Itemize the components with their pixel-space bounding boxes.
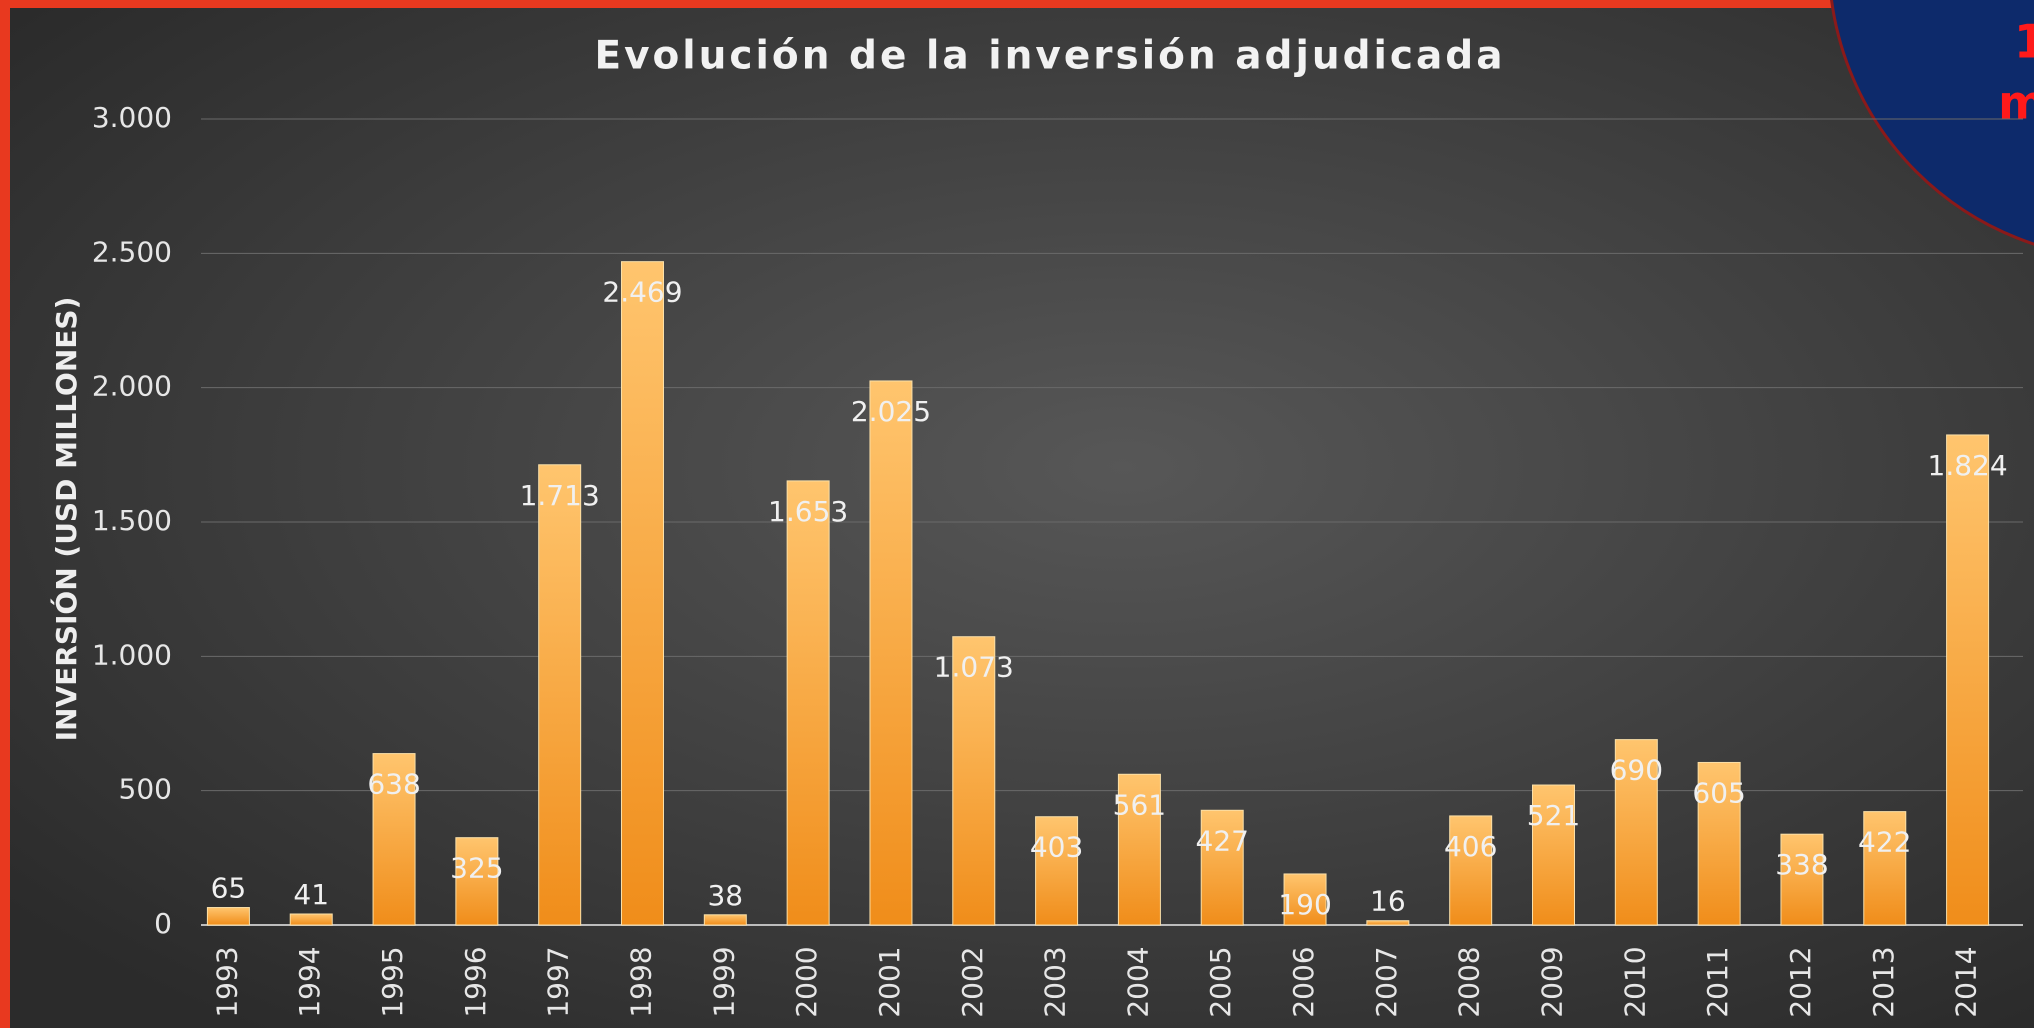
bar — [869, 380, 913, 926]
data-label: 605 — [1692, 776, 1745, 809]
bar — [206, 907, 250, 926]
badge-text: mi — [1998, 76, 2034, 130]
data-label: 338 — [1775, 848, 1828, 881]
data-label: 1.824 — [1928, 449, 2008, 482]
data-label: 38 — [707, 879, 743, 912]
badge-text: 1 — [2014, 15, 2034, 69]
data-label: 16 — [1370, 885, 1406, 918]
data-label: 521 — [1527, 799, 1580, 832]
bar — [786, 480, 830, 926]
x-tick-label: 1996 — [459, 946, 492, 1017]
data-label: 422 — [1858, 826, 1911, 859]
y-tick-label: 1.500 — [92, 504, 172, 537]
x-tick-label: 2006 — [1287, 946, 1320, 1017]
data-label: 638 — [367, 768, 420, 801]
y-tick-label: 2.000 — [92, 370, 172, 403]
x-tick-label: 1998 — [625, 946, 658, 1017]
x-tick-label: 1999 — [707, 946, 740, 1017]
bar — [372, 753, 416, 926]
bar — [1780, 833, 1824, 926]
bar — [1283, 873, 1327, 926]
background — [10, 8, 2034, 1028]
x-tick-label: 2009 — [1536, 946, 1569, 1017]
data-label: 2.025 — [851, 395, 931, 428]
data-label: 690 — [1610, 754, 1663, 787]
x-tick-label: 2010 — [1618, 946, 1651, 1017]
bar — [1863, 811, 1907, 926]
y-tick-label: 2.500 — [92, 235, 172, 268]
data-label: 325 — [450, 852, 503, 885]
bar — [1946, 434, 1990, 926]
data-label: 2.469 — [602, 276, 682, 309]
bar — [1035, 816, 1079, 926]
x-tick-label: 2002 — [956, 946, 989, 1017]
bar — [1200, 809, 1244, 926]
bar — [1449, 815, 1493, 926]
y-axis-title: INVERSIÓN (USD MILLONES) — [49, 297, 83, 742]
data-label: 403 — [1030, 831, 1083, 864]
x-tick-label: 2003 — [1039, 946, 1072, 1017]
x-tick-label: 1997 — [542, 946, 575, 1017]
bar — [1614, 739, 1658, 926]
data-label: 406 — [1444, 830, 1497, 863]
y-tick-label: 0 — [154, 907, 172, 940]
x-tick-label: 2007 — [1370, 946, 1403, 1017]
data-label: 561 — [1113, 788, 1166, 821]
x-tick-label: 1993 — [210, 946, 243, 1017]
data-label: 1.713 — [520, 479, 600, 512]
x-tick-label: 2005 — [1204, 946, 1237, 1017]
data-label: 41 — [293, 878, 329, 911]
bar — [289, 913, 333, 926]
y-tick-label: 1.000 — [92, 638, 172, 671]
data-label: 1.653 — [768, 495, 848, 528]
data-label: 427 — [1196, 824, 1249, 857]
badge — [1830, 0, 2034, 246]
x-tick-label: 2014 — [1950, 946, 1983, 1017]
bar — [1697, 761, 1741, 926]
x-tick-label: 2001 — [873, 946, 906, 1017]
bar — [1366, 920, 1410, 926]
bar — [621, 261, 664, 926]
data-label: 65 — [211, 872, 247, 905]
bar — [703, 914, 747, 926]
bar — [1117, 773, 1161, 926]
bar — [952, 636, 996, 926]
x-tick-label: 2000 — [790, 946, 823, 1017]
x-tick-label: 2012 — [1784, 946, 1817, 1017]
x-tick-label: 2008 — [1453, 946, 1486, 1017]
y-tick-label: 3.000 — [92, 101, 172, 134]
x-tick-label: 2004 — [1121, 946, 1154, 1017]
chart-title: Evolución de la inversión adjudicada — [594, 34, 1505, 79]
bar — [455, 837, 499, 926]
x-tick-label: 1995 — [376, 946, 409, 1017]
bar — [538, 464, 582, 926]
bar — [1532, 784, 1575, 926]
data-label: 190 — [1278, 888, 1331, 921]
data-label: 1.073 — [934, 651, 1014, 684]
x-tick-label: 1994 — [293, 946, 326, 1017]
x-tick-label: 2013 — [1867, 946, 1900, 1017]
y-tick-label: 500 — [119, 773, 172, 806]
x-tick-label: 2011 — [1701, 946, 1734, 1017]
